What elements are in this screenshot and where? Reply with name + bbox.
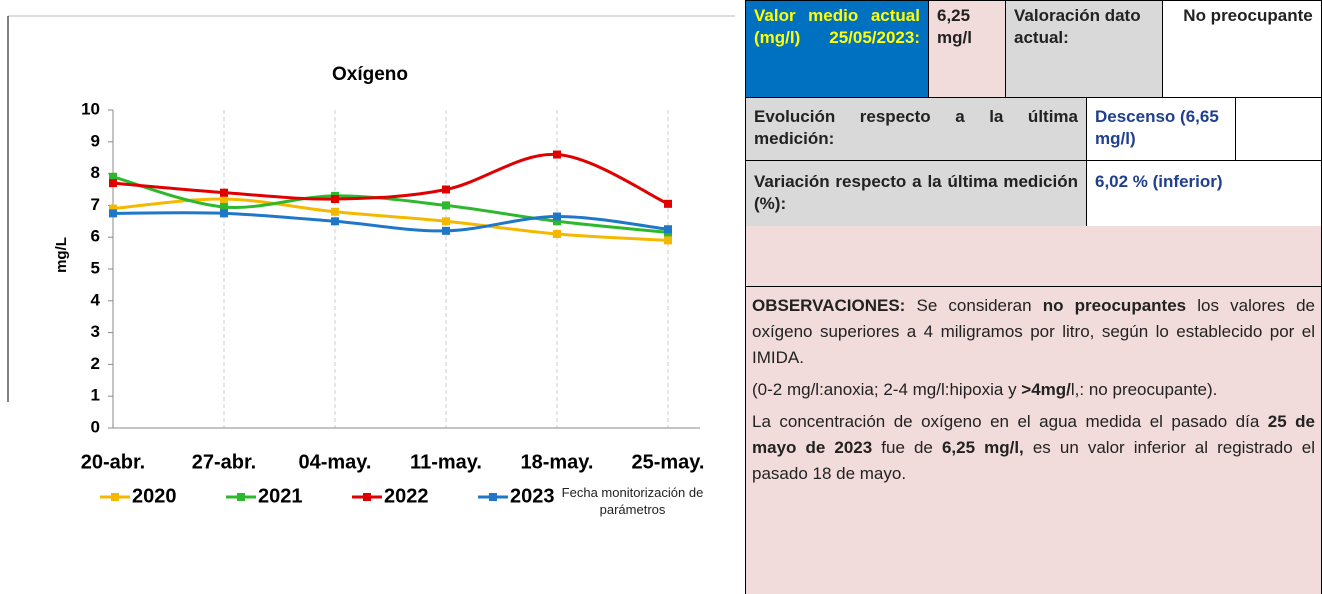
text-run: 25 de mayo de 2023 [752,412,1320,457]
y-axis-label: mg/L [53,237,70,273]
legend-label: 2022 [384,485,429,507]
text-run: l,: no preocupante). [1070,380,1218,399]
observations: OBSERVACIONES: Se consideran no preocupa… [745,286,1322,594]
legend-marker [363,493,371,501]
point-marker [442,185,450,194]
series-line [112,175,669,234]
y-tick-label: 10 [81,99,100,118]
point-marker [442,217,450,226]
legend-marker [489,493,497,501]
x-tick-label: 27-abr. [192,451,256,473]
paragraph: La concentración de oxígeno en el agua m… [752,409,1315,487]
y-tick-label: 0 [91,417,100,436]
text-run: 6,25 mg/l, [941,438,1024,457]
paragraph: OBSERVACIONES: Se consideran no preocupa… [752,293,1315,371]
legend-label: 2021 [258,485,303,507]
cell: 6,25 mg/l [928,0,1006,98]
y-tick-label: 1 [91,386,100,405]
cell: Descenso (6,65 mg/l) [1086,97,1236,161]
cell: Valor medio actual (mg/l) 25/05/2023: [745,0,929,98]
point-marker [442,201,450,210]
legend-marker [111,493,119,501]
legend-marker [237,493,245,501]
y-tick-label: 3 [91,322,100,341]
legend-label: 2020 [132,485,177,507]
cell-border [1235,97,1322,161]
y-tick-label: 5 [91,258,100,277]
text-run: no preocupantes [1042,296,1187,315]
chart-title: Oxígeno [332,64,408,85]
legend-label: 2023 [510,485,555,507]
text-run: los valores de oxígeno superiores a 4 mi… [752,296,1320,367]
x-axis-label: Fecha monitorización de parámetros [561,485,704,517]
point-marker [553,150,561,159]
point-marker [109,209,117,218]
text-run: es un valor inferior al registrado el pa… [752,438,1320,483]
x-tick-label: 18-may. [520,451,593,473]
y-tick-label: 4 [91,290,101,309]
cell: No preocupante [1162,0,1322,98]
point-marker [664,236,672,245]
point-marker [220,195,228,204]
point-marker [553,212,561,221]
point-marker [331,207,339,216]
cell: Variación respecto a la última medición … [745,160,1087,227]
point-marker [220,188,228,197]
cell: Valoración dato actual: [1005,0,1163,98]
x-tick-label: 04-may. [298,451,371,473]
text-run: fue de [872,438,942,457]
point-marker [442,226,450,235]
cell: Evolución respecto a la última medición: [745,97,1087,161]
series-line [112,153,669,206]
point-marker [109,204,117,213]
point-marker [553,230,561,239]
point-marker [664,225,672,234]
point-marker [220,202,228,211]
point-marker [331,195,339,204]
text-run: >4mg/ [1021,380,1071,399]
x-tick-label: 11-may. [410,451,482,473]
series-line [112,211,669,233]
x-tick-label: 25-may. [631,451,704,473]
series-line [112,197,669,242]
point-marker [109,172,117,181]
y-tick-label: 8 [91,163,100,182]
y-tick-label: 2 [91,354,100,373]
y-tick-label: 7 [91,195,100,214]
point-marker [553,217,561,226]
paragraph: (0-2 mg/l:anoxia; 2-4 mg/l:hipoxia y >4m… [752,377,1315,403]
chart: Oxígeno mg/L 0 1 2 3 4 5 6 7 8 9 10 20-abr. 27-abr. 0… [7,15,735,507]
x-tick-label: 20-abr. [81,451,145,473]
point-marker [220,209,228,218]
text-run: La concentración de oxígeno en el agua m… [752,412,1268,431]
y-tick-label: 6 [91,227,100,246]
cell: 6,02 % (inferior) [1086,160,1322,227]
text-run: Se consideran [905,296,1043,315]
y-tick-label: 9 [91,131,100,150]
cell-bg [745,226,1322,287]
text-run: (0-2 mg/l:anoxia; 2-4 mg/l:hipoxia y [752,380,1022,399]
point-marker [331,217,339,226]
point-marker [664,199,672,208]
text-run: OBSERVACIONES: [752,296,906,315]
point-marker [109,179,117,188]
